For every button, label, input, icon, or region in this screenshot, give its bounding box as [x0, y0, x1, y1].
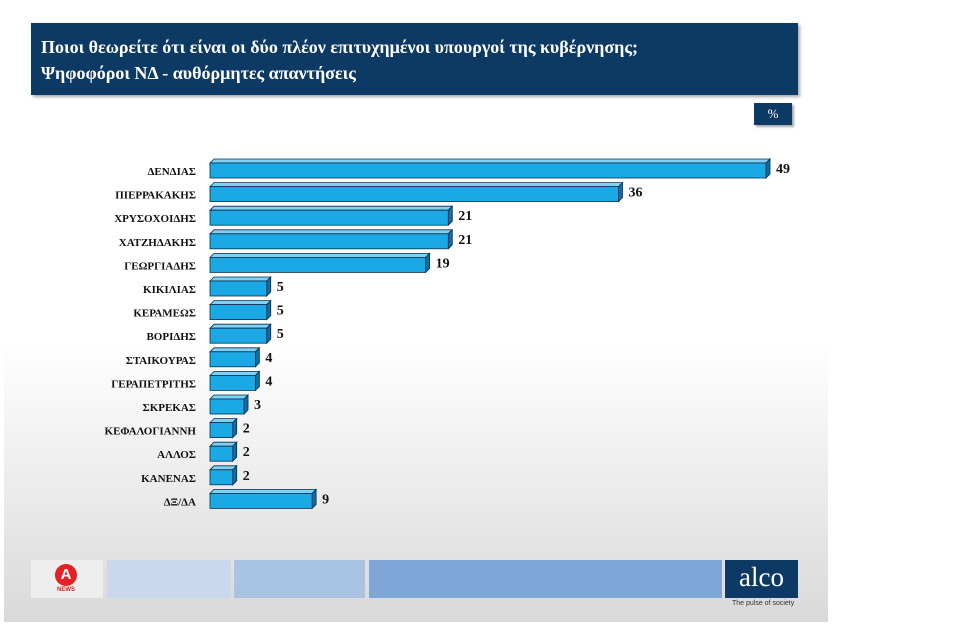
title-banner: Ποιοι θεωρείτε ότι είναι οι δύο πλέον επ… [31, 23, 798, 95]
bar-side [765, 158, 771, 179]
bar [209, 351, 256, 368]
data-label: 5 [277, 327, 284, 342]
bar [209, 398, 245, 415]
bar-top [209, 205, 454, 211]
alpha-news-logo: A NEWS [31, 560, 103, 598]
data-label: 4 [265, 374, 272, 389]
bar-top [209, 441, 238, 447]
bar-side [266, 299, 272, 321]
category-label: ΓΕΩΡΓΙΑΔΗΣ [124, 260, 196, 272]
data-label: 2 [243, 469, 250, 484]
alco-tagline: The pulse of society [732, 600, 795, 607]
bar [209, 492, 313, 509]
category-label: ΧΑΤΖΗΔΑΚΗΣ [119, 237, 196, 249]
category-label: ΑΛΛΟΣ [157, 449, 196, 461]
bar-top [209, 300, 272, 306]
bar-side [232, 441, 238, 463]
bar-top [209, 370, 261, 376]
bar-side [254, 370, 260, 392]
category-label: ΣΚΡΕΚΑΣ [143, 402, 197, 414]
category-label: ΚΑΝΕΝΑΣ [141, 473, 196, 485]
data-label: 2 [243, 445, 250, 460]
category-label: ΧΡΥΣΟΧΟΙΔΗΣ [114, 213, 196, 225]
category-label: ΣΤΑΙΚΟΥΡΑΣ [126, 355, 196, 367]
bar [209, 422, 234, 439]
bar-top [209, 418, 238, 424]
bar [209, 162, 767, 179]
bar [209, 233, 449, 250]
bar [209, 280, 268, 297]
chart-subtitle: Ψηφοφόροι ΝΔ - αυθόρμητες απαντήσεις [41, 63, 356, 83]
bar [209, 445, 234, 462]
bar [209, 256, 426, 273]
bar [209, 209, 449, 226]
bar-side [618, 181, 623, 203]
data-label: 49 [776, 162, 790, 177]
data-label: 21 [458, 233, 472, 248]
data-label: 3 [254, 398, 261, 413]
bar-side [447, 228, 453, 250]
bar [209, 327, 268, 344]
bar-side [266, 323, 272, 345]
bar [209, 469, 234, 486]
data-label: 5 [277, 304, 284, 319]
alpha-logo-icon: A [55, 564, 77, 586]
bar-top [209, 158, 771, 164]
category-label: ΔΕΝΔΙΑΣ [148, 166, 197, 178]
bar-side [232, 417, 238, 439]
bar-top [209, 488, 318, 494]
bar-side [232, 464, 238, 486]
bar [209, 374, 256, 391]
footer-strip-3 [369, 560, 722, 598]
footer-strip-2 [234, 560, 365, 598]
unit-badge: % [754, 103, 792, 125]
data-label: 19 [436, 256, 450, 271]
chart-title: Ποιοι θεωρείτε ότι είναι οι δύο πλέον επ… [41, 37, 638, 57]
category-label: ΚΙΚΙΛΙΑΣ [143, 284, 196, 296]
alpha-logo-text: NEWS [57, 587, 75, 593]
bar-side [447, 205, 453, 227]
bar-top [209, 182, 624, 188]
bar [209, 304, 268, 321]
category-label: ΔΞ/ΔΑ [164, 496, 196, 508]
bar-side [254, 346, 260, 368]
bar-top [209, 347, 261, 353]
bar-top [209, 323, 272, 329]
data-label: 36 [628, 186, 642, 201]
bar-top [209, 252, 431, 258]
alco-logo-text: alco [739, 562, 784, 592]
data-label: 2 [243, 422, 250, 437]
category-label: ΚΕΡΑΜΕΩΣ [133, 308, 196, 320]
bar-top [209, 276, 272, 282]
data-label: 5 [277, 280, 284, 295]
category-label: ΠΙΕΡΡΑΚΑΚΗΣ [115, 190, 196, 202]
footer-strip-1 [107, 560, 231, 598]
alco-logo: alco [725, 560, 798, 598]
data-label: 9 [322, 492, 329, 507]
bar-top [209, 465, 238, 471]
category-label: ΓΕΡΑΠΕΤΡΙΤΗΣ [111, 378, 196, 390]
data-label: 4 [265, 351, 272, 366]
footer-strips [4, 560, 828, 598]
bar-side [425, 252, 430, 274]
bar-top [209, 394, 250, 400]
data-label: 21 [458, 209, 472, 224]
category-label: ΚΕΦΑΛΟΓΙΑΝΝΗ [105, 426, 197, 438]
category-label: ΒΟΡΙΔΗΣ [146, 331, 196, 343]
bar-side [266, 276, 272, 297]
bar [209, 186, 619, 203]
bar-side [243, 394, 249, 415]
bar-top [209, 229, 454, 235]
bar-side [311, 488, 317, 510]
slide: Ποιοι θεωρείτε ότι είναι οι δύο πλέον επ… [4, 0, 828, 622]
